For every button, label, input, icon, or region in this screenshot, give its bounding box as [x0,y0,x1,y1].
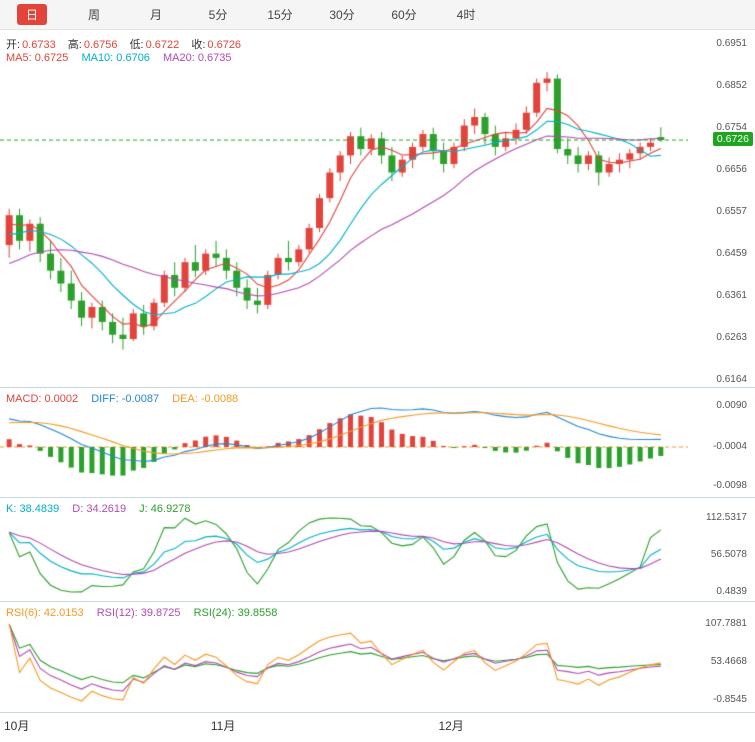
price-axis-label: 0.6361 [716,290,747,301]
tab-15min-label: 15分 [267,8,293,22]
rsi-canvas[interactable] [0,602,688,712]
macd-canvas[interactable] [0,388,688,497]
kdj-axis-label: 56.5078 [710,549,747,560]
tab-week-label: 周 [87,8,100,22]
rsi6-value: RSI(6): 42.0153 [6,607,84,619]
tab-day[interactable]: 日 [8,4,56,25]
macd-value: MACD: 0.0002 [6,393,79,405]
rsi24-value: RSI(24): 39.8558 [193,607,278,619]
tab-5min[interactable]: 5分 [194,4,242,25]
price-axis-label: 0.6852 [716,80,747,91]
high-value: 0.6756 [83,39,118,51]
rsi-axis-label: 53.4668 [710,656,747,667]
open-value: 0.6733 [22,39,56,51]
kdj-header: K: 38.4839 D: 34.2619 J: 46.9278 [6,503,191,515]
ma20-value: MA20: 0.6735 [163,52,232,64]
rsi-panel: RSI(6): 42.0153 RSI(12): 39.8725 RSI(24)… [0,601,755,712]
macd-header: MACD: 0.0002 DIFF: -0.0087 DEA: -0.0088 [6,393,238,405]
macd-axis: 0.0090 -0.0004 -0.0098 [688,388,755,497]
price-axis-label: 0.6459 [716,248,747,259]
ma10-value: MA10: 0.6706 [81,52,150,64]
tab-month[interactable]: 月 [132,4,180,25]
price-axis-label: 0.6164 [716,374,747,385]
dea-value: DEA: -0.0088 [172,393,239,405]
price-axis-label: 0.6557 [716,206,747,217]
diff-value: DIFF: -0.0087 [91,393,160,405]
low-label: 低: [129,39,144,51]
x-axis-row: 10月 11月 12月 [0,712,755,742]
tab-5min-label: 5分 [208,8,228,22]
price-axis-label: 0.6951 [716,38,747,49]
rsi-header: RSI(6): 42.0153 RSI(12): 39.8725 RSI(24)… [6,607,277,619]
x-axis-label: 11月 [210,719,236,733]
open-label: 开: [6,39,21,51]
timeframe-tabbar: 日 周 月 5分 15分 30分 60分 4时 [0,0,755,30]
k-value: K: 38.4839 [6,503,60,515]
tab-30min[interactable]: 30分 [318,4,366,25]
main-chart-panel: 开: 0.6733 高: 0.6756 低: 0.6722 收: 0.6726 MA5:… [0,30,755,387]
ma5-value: MA5: 0.6725 [6,52,69,64]
rsi12-value: RSI(12): 39.8725 [96,607,181,619]
close-label: 收: [191,39,206,51]
kdj-canvas[interactable] [0,498,688,601]
main-chart-canvas[interactable] [0,30,688,387]
x-axis-label: 12月 [438,719,464,733]
macd-axis-label: -0.0004 [713,441,747,452]
close-value: 0.6726 [207,39,242,51]
price-axis: 0.6951 0.6852 0.6754 0.6656 0.6557 0.645… [688,30,755,387]
kdj-axis-label: 112.5317 [706,512,747,523]
kdj-axis: 112.5317 56.5078 0.4839 [688,498,755,601]
x-axis-label: 10月 [4,719,30,733]
tab-month-label: 月 [149,8,162,22]
tab-15min[interactable]: 15分 [256,4,304,25]
high-label: 高: [67,39,82,51]
last-price-tag: 0.6726 [712,132,753,147]
macd-axis-label: -0.0098 [713,480,747,491]
kdj-panel: K: 38.4839 D: 34.2619 J: 46.9278 112.531… [0,497,755,601]
j-value: J: 46.9278 [139,503,191,515]
tab-week[interactable]: 周 [70,4,118,25]
price-axis-label: 0.6263 [716,332,747,343]
price-axis-label: 0.6656 [716,164,747,175]
tab-60min[interactable]: 60分 [380,4,428,25]
tab-day-label: 日 [16,4,47,25]
rsi-axis: 107.7881 53.4668 -0.8545 [688,602,755,712]
tab-30min-label: 30分 [329,8,355,22]
rsi-axis-label: -0.8545 [713,694,747,705]
low-value: 0.6722 [145,39,180,51]
ma-header: MA5: 0.6725 MA10: 0.6706 MA20: 0.6735 [6,52,232,64]
macd-panel: MACD: 0.0002 DIFF: -0.0087 DEA: -0.0088 … [0,387,755,497]
ohlc-header: 开: 0.6733 高: 0.6756 低: 0.6722 收: 0.6726 [6,36,250,52]
macd-axis-label: 0.0090 [716,400,747,411]
rsi-axis-label: 107.7881 [705,618,747,629]
d-value: D: 34.2619 [72,503,127,515]
tab-60min-label: 60分 [391,8,417,22]
tab-4hour[interactable]: 4时 [442,4,490,25]
tab-4hour-label: 4时 [456,8,476,22]
kdj-axis-label: 0.4839 [716,586,747,597]
